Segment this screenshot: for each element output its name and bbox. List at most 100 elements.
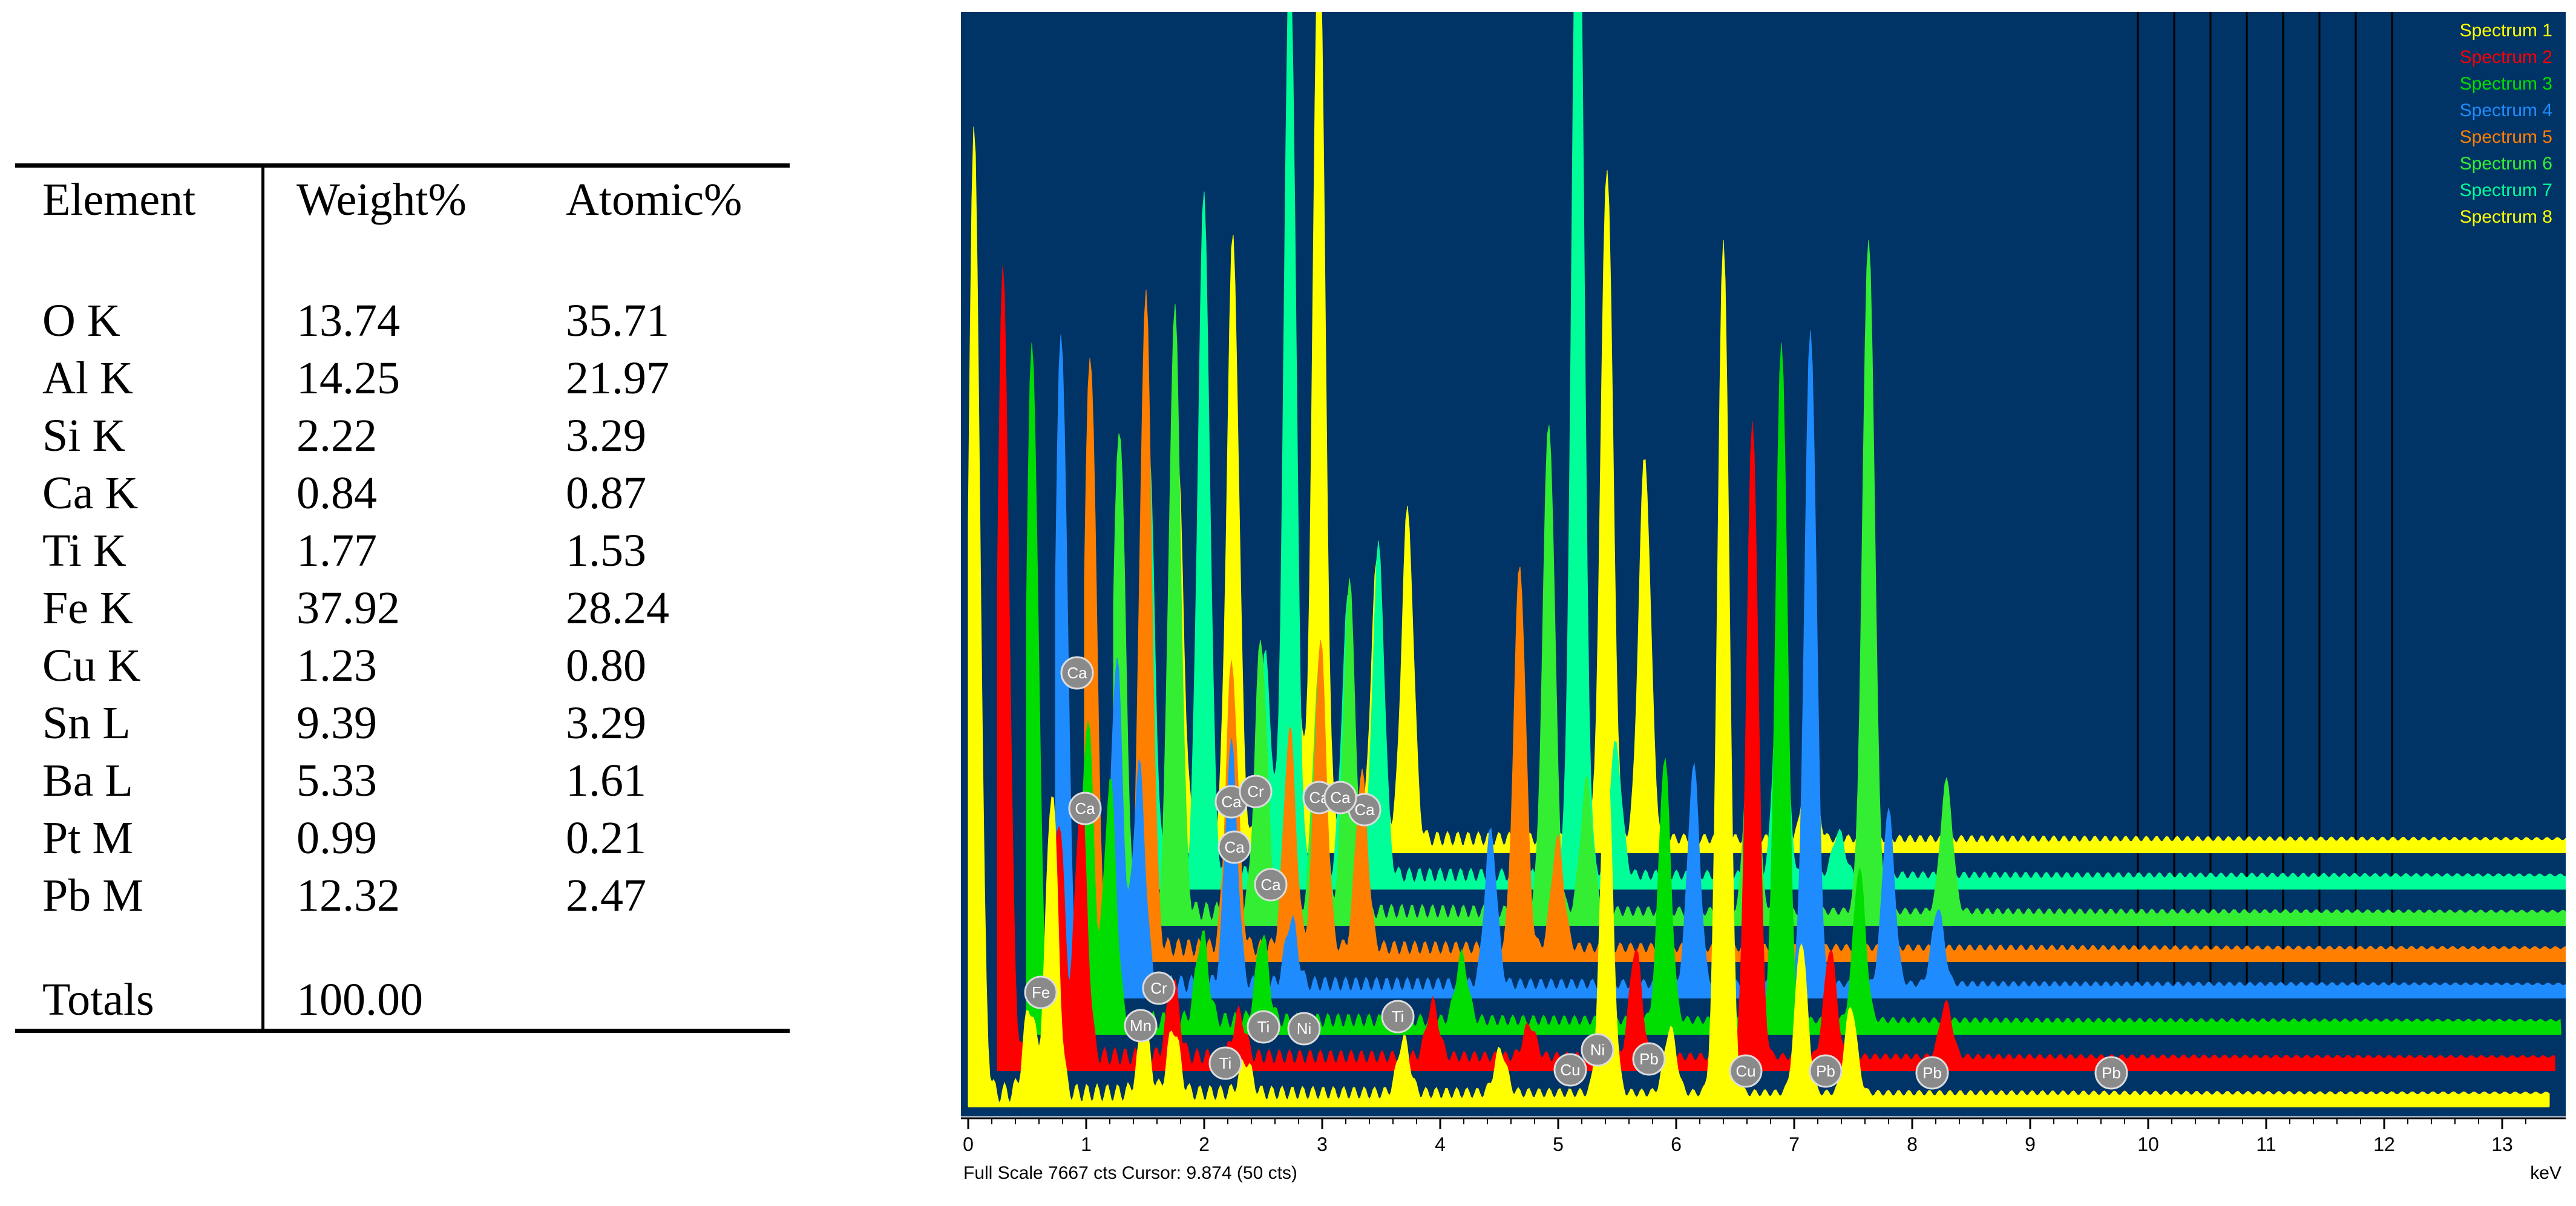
peak-label: Ca [1075,799,1095,818]
peak-marker [1287,1012,1321,1046]
cell-atomic: 1.61 [566,755,646,806]
peak-marker [1254,868,1288,902]
peak-label: Ti [1219,1054,1232,1072]
window-lines [2137,12,2393,995]
cell-weight: 9.39 [297,698,377,749]
peak-label: Pb [1639,1050,1659,1068]
peak-marker [1239,775,1273,808]
peak-marker [1247,1010,1280,1044]
peak-marker [1124,1009,1158,1043]
cell-weight: 1.77 [297,525,377,576]
spectrum-1-trace [968,126,2550,1107]
cell-weight: 12.32 [297,870,400,921]
header-element: Element [42,174,196,225]
spectrum-1-baseline [968,1103,2549,1107]
peak-marker [1553,1053,1587,1087]
header-atomic: Atomic% [566,174,742,225]
cell-atomic: 0.87 [566,468,646,519]
x-axis-label: keV [2530,1163,2561,1183]
peak-marker [1632,1042,1666,1076]
composition-table: Element Weight% Atomic% O K 13.74 35.71 Al … [0,0,811,1206]
spectrum-6-trace [1113,240,2566,925]
cell-element: Fe K [42,583,133,634]
cell-atomic: 3.29 [566,410,646,461]
peak-label: Ca [1330,788,1351,807]
eds-spectrum-chart: Ca Ca Ca Ca Ca Ca Ca Ca Fe Mn Cr Cr Ti Ti Ti Ni Ni Cu Cu Pb… [961,12,2566,1189]
peak-label: Cr [1247,782,1264,801]
peak-label: Ca [1221,793,1242,811]
spectrum-2-trace [997,265,2556,1070]
legend: Spectrum 1 Spectrum 2 Spectrum 3 Spectrum 4… [2460,21,2552,227]
cell-atomic: 3.29 [566,698,646,749]
peak-label: Fe [1032,983,1050,1001]
cell-weight: 0.99 [297,813,377,864]
peak-label: Ni [1297,1020,1312,1038]
spectrum-series-group [968,12,2566,1107]
legend-entry: Spectrum 2 [2460,47,2552,67]
peak-label: Ti [1257,1018,1270,1036]
cell-weight: 13.74 [297,295,400,346]
peak-marker [1381,1000,1415,1034]
cell-element: Ca K [42,468,139,519]
peak-label: Cu [1735,1062,1755,1080]
table-column-divider [261,163,264,1033]
peak-label: Pb [1816,1062,1835,1080]
x-tick-label: 12 [2373,1133,2395,1155]
spectrum-6-baseline [1113,921,2566,926]
peak-label: Cu [1560,1061,1580,1079]
peak-marker [1218,830,1251,864]
peak-marker [1142,971,1176,1005]
x-tick-label: 1 [1081,1133,1092,1155]
x-tick-label: 8 [1907,1133,1918,1155]
cell-element: Sn L [42,698,131,749]
peak-marker [1729,1054,1763,1088]
cell-element: Cu K [42,640,141,691]
spectrum-3-trace [1026,342,2561,1034]
totals-weight: 100.00 [297,974,423,1025]
peak-marker [1068,791,1102,825]
peak-label: Ti [1392,1008,1404,1026]
legend-entry: Spectrum 6 [2460,154,2552,174]
peak-label: Cr [1150,979,1167,997]
x-tick-label: 0 [963,1133,974,1155]
x-tick-label: 9 [2025,1133,2036,1155]
cell-weight: 1.23 [297,640,377,691]
cell-element: Pt M [42,813,133,864]
table-top-rule [15,163,790,168]
spectrum-4-baseline [1055,994,2566,998]
cell-element: O K [42,295,120,346]
peak-marker [1208,1046,1242,1080]
peak-marker [1060,656,1094,690]
x-tick-label: 3 [1317,1133,1328,1155]
x-tick-label: 4 [1435,1133,1446,1155]
peak-marker [2094,1056,2128,1090]
cell-atomic: 0.21 [566,813,646,864]
peak-label: Ni [1590,1041,1605,1059]
legend-entry: Spectrum 7 [2460,180,2552,200]
totals-label: Totals [42,974,154,1025]
x-tick-label: 11 [2256,1133,2276,1155]
cell-element: Pb M [42,870,143,921]
peak-marker [1915,1056,1949,1090]
legend-entry: Spectrum 4 [2460,100,2552,120]
peak-label: Pb [1922,1064,1942,1082]
cell-element: Ba L [42,755,133,806]
cell-atomic: 1.53 [566,525,646,576]
spectrum-4-trace [1055,330,2566,998]
axis-strip [961,1116,2566,1189]
peak-marker [1024,975,1058,1009]
x-axis: 0 1 2 3 4 5 6 7 8 9 10 11 12 13 [963,1118,2526,1155]
cell-atomic: 21.97 [566,353,669,404]
cell-weight: 5.33 [297,755,377,806]
cell-element: Ti K [42,525,126,576]
peak-label: Ca [1224,838,1245,856]
peak-label: Ca [1260,876,1281,894]
cell-weight: 37.92 [297,583,400,634]
cell-atomic: 0.80 [566,640,646,691]
cell-weight: 2.22 [297,410,377,461]
header-weight: Weight% [297,174,467,225]
legend-entry: Spectrum 1 [2460,21,2552,41]
